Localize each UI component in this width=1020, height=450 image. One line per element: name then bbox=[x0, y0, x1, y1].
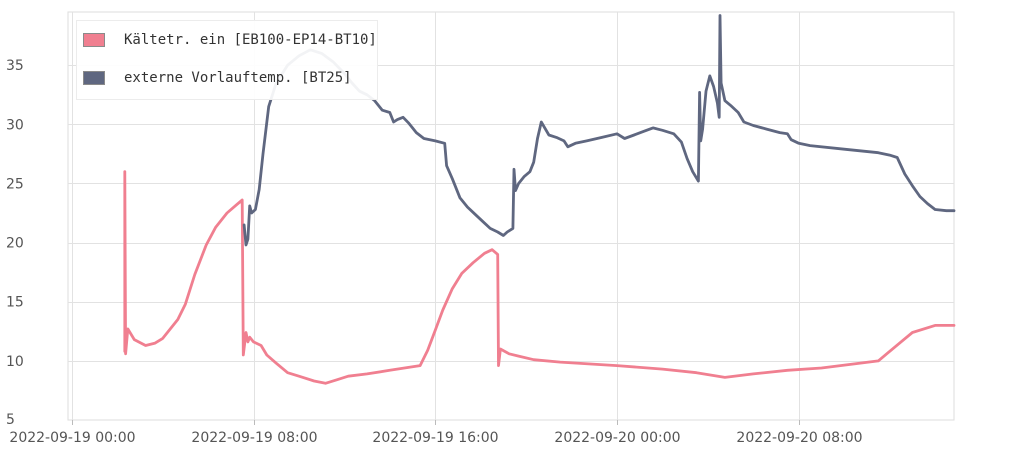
legend-label-series-1: Kältetr. ein [EB100-EP14-BT10] bbox=[124, 32, 377, 48]
y-tick-label: 5 bbox=[6, 412, 15, 428]
legend-swatch-series-2 bbox=[83, 71, 105, 85]
x-tick-label: 2022-09-19 00:00 bbox=[9, 430, 135, 446]
y-tick-label: 25 bbox=[6, 176, 24, 192]
y-tick-label: 10 bbox=[6, 354, 24, 370]
series-line-1 bbox=[123, 170, 956, 385]
plot-frame bbox=[67, 11, 955, 421]
y-tick-label: 15 bbox=[6, 295, 24, 311]
legend: Kältetr. ein [EB100-EP14-BT10] externe V… bbox=[76, 20, 378, 100]
grid bbox=[67, 11, 955, 421]
legend-item-series-1[interactable]: Kältetr. ein [EB100-EP14-BT10] bbox=[83, 25, 377, 55]
x-tick-label: 2022-09-20 08:00 bbox=[736, 430, 862, 446]
legend-item-series-2[interactable]: externe Vorlauftemp. [BT25] bbox=[83, 63, 352, 93]
x-axis-ticks: 2022-09-19 00:00 2022-09-19 08:00 2022-09-… bbox=[9, 420, 863, 446]
legend-label-series-2: externe Vorlauftemp. [BT25] bbox=[124, 70, 352, 86]
x-tick-label: 2022-09-19 16:00 bbox=[372, 430, 498, 446]
y-tick-label: 35 bbox=[6, 58, 24, 74]
y-axis-ticks: 5 10 15 20 25 30 35 bbox=[6, 58, 24, 428]
x-tick-label: 2022-09-20 00:00 bbox=[554, 430, 680, 446]
legend-swatch-series-1 bbox=[83, 33, 105, 47]
y-tick-label: 20 bbox=[6, 236, 24, 252]
x-tick-label: 2022-09-19 08:00 bbox=[191, 430, 317, 446]
y-tick-label: 30 bbox=[6, 117, 24, 133]
